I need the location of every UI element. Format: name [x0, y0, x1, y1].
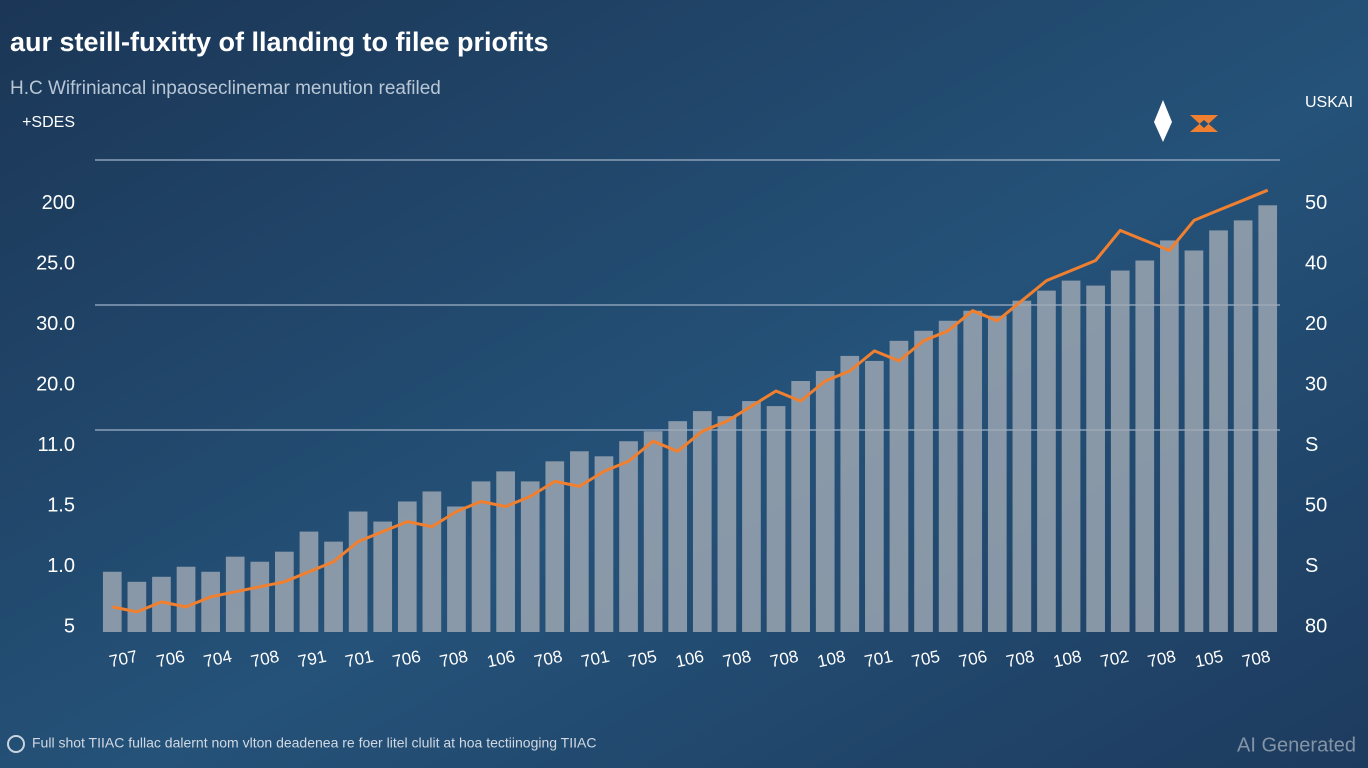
bar [1258, 205, 1278, 633]
chart-subtitle: H.C Wifriniancal inpaoseclinemar menutio… [10, 78, 441, 99]
bar [692, 411, 712, 632]
bar [545, 461, 565, 632]
bar [397, 501, 417, 632]
y-axis-label: 1.0 [47, 555, 75, 577]
bar [865, 360, 884, 632]
y-axis-label: 20.0 [36, 373, 75, 395]
y-axis-label: 30.0 [36, 313, 75, 335]
y-axis-label: 11.0 [38, 434, 75, 456]
bar [594, 456, 614, 632]
bar [742, 401, 761, 632]
bar [422, 491, 442, 632]
bar [619, 441, 638, 632]
bar [717, 416, 737, 632]
bar [914, 330, 933, 632]
bar [938, 320, 958, 632]
bar [1061, 280, 1081, 632]
bar [1233, 220, 1253, 633]
y-axis-label: 200 [42, 192, 75, 214]
bar [496, 471, 515, 632]
bar [1135, 260, 1155, 632]
footer-icon [7, 735, 25, 753]
bar [643, 431, 663, 632]
bar [250, 561, 270, 632]
y2-axis-label: S [1305, 555, 1318, 577]
plot-area [102, 188, 1278, 633]
bar [1110, 270, 1130, 632]
bar [889, 340, 909, 632]
bar [152, 576, 171, 632]
bar [987, 315, 1007, 632]
bar [766, 406, 786, 632]
bar [570, 451, 589, 632]
y2-axis-label: 40 [1305, 252, 1327, 274]
bar [225, 556, 245, 632]
bar [299, 531, 319, 632]
footer-text: Full shot TIIAC fullac dalernt nom vlton… [32, 735, 596, 751]
bar [1209, 230, 1228, 632]
y-axis-label: 5 [64, 615, 75, 637]
y-axis-label: +SDES [22, 114, 75, 131]
bar [1160, 240, 1179, 632]
bar [127, 581, 147, 632]
bar [668, 421, 688, 632]
y2-axis-label: S [1305, 434, 1318, 456]
y2-axis-label: 20 [1305, 313, 1327, 335]
bar [102, 571, 122, 632]
bar [1037, 290, 1056, 632]
y2-axis-label: USKAI [1305, 94, 1353, 111]
chart-title: aur steill-fuxitty of llanding to filee … [10, 27, 549, 57]
bar [520, 481, 540, 632]
bar [176, 566, 196, 632]
bar [275, 551, 294, 632]
bar [840, 355, 860, 632]
bar [1184, 250, 1204, 633]
bar [447, 506, 466, 632]
y-axis-label: 1.5 [47, 494, 75, 516]
bar [1086, 285, 1105, 632]
y2-axis-label: 50 [1305, 494, 1327, 516]
marker-icon [1154, 100, 1172, 142]
bar [373, 521, 393, 632]
marker-icon [1190, 115, 1218, 132]
bar [201, 571, 220, 632]
y2-axis-label: 30 [1305, 373, 1327, 395]
watermark: AI Generated [1237, 734, 1356, 756]
y2-axis-label: 80 [1305, 615, 1327, 637]
bar [348, 511, 368, 632]
y2-axis-label: 50 [1305, 192, 1327, 214]
bar [791, 381, 810, 632]
bar [471, 481, 491, 632]
y-axis-label: 25.0 [36, 252, 75, 274]
bar [1012, 300, 1032, 632]
bar [815, 370, 835, 632]
line [112, 188, 1269, 614]
bar [963, 310, 983, 632]
